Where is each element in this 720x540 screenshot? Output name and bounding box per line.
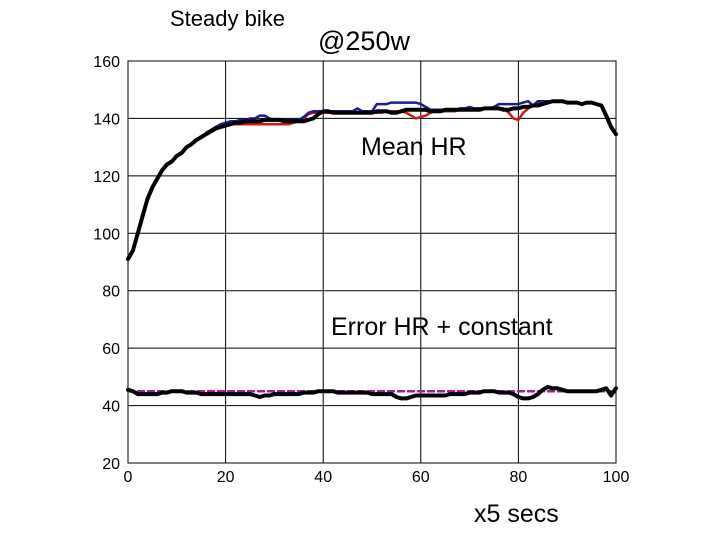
- y-tick-label: 160: [93, 54, 120, 71]
- x-tick-label: 0: [124, 469, 133, 486]
- y-tick-label: 60: [102, 341, 120, 358]
- x-axis-label: x5 secs: [474, 500, 559, 528]
- error-hr-line-black: [126, 384, 618, 401]
- mean-hr-line-blue: [204, 99, 549, 135]
- power-annotation: @250w: [318, 26, 410, 56]
- y-tick-label: 120: [93, 169, 120, 186]
- plot-frame: [127, 60, 617, 464]
- x-tick-label: 40: [314, 469, 332, 486]
- x-tick-label: 60: [412, 469, 430, 486]
- x-tick-label: 100: [603, 469, 630, 486]
- y-tick-label: 40: [102, 399, 120, 416]
- mean-hr-line-black: [126, 99, 618, 262]
- mean-hr-annotation: Mean HR: [361, 133, 467, 161]
- y-tick-label: 20: [102, 456, 120, 473]
- y-tick-label: 100: [93, 226, 120, 243]
- x-tick-label: 80: [510, 469, 528, 486]
- error-hr-annotation: Error HR + constant: [331, 313, 553, 341]
- steady-bike-annotation: Steady bike: [170, 6, 285, 31]
- y-tick-label: 140: [93, 111, 120, 128]
- y-tick-label: 80: [102, 284, 120, 301]
- x-tick-label: 20: [217, 469, 235, 486]
